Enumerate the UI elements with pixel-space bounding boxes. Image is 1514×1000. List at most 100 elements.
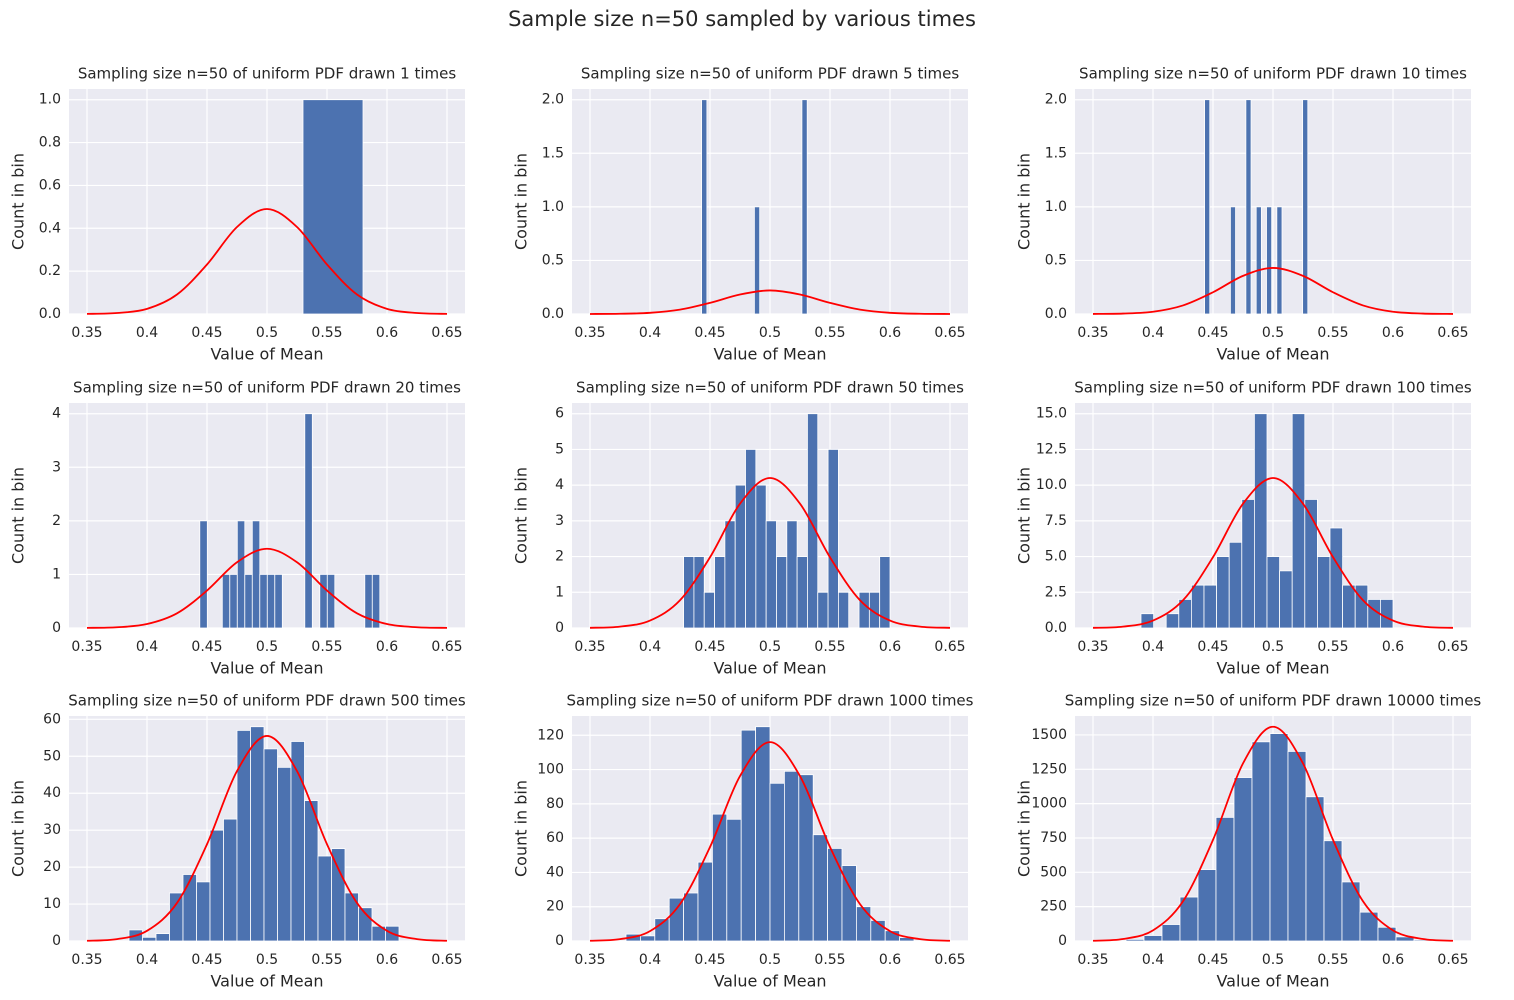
x-tick-label: 0.5	[256, 639, 278, 655]
y-tick-label: 100	[537, 762, 564, 778]
histogram-bar	[277, 766, 292, 942]
y-tick-label: 0.5	[1045, 252, 1067, 268]
histogram-bar	[838, 591, 850, 629]
x-tick-label: 0.45	[191, 325, 222, 341]
x-tick-label: 0.35	[71, 952, 102, 968]
y-tick-label: 1.0	[1045, 199, 1067, 215]
x-tick-label: 0.5	[759, 325, 781, 341]
histogram-bar	[745, 449, 757, 629]
y-tick-label: 1000	[1031, 796, 1067, 812]
histogram-bar	[714, 556, 726, 629]
y-tick-label: 0.6	[39, 177, 61, 193]
subplot-title: Sampling size n=50 of uniform PDF drawn …	[68, 692, 466, 710]
histogram-bar	[1305, 796, 1325, 942]
subplot: 0.35 0.4 0.45 0.5 0.55 0.6 0.65 0.0 0.5 1.0 1.5 2.0…	[1015, 65, 1471, 364]
y-tick-label: 250	[1040, 899, 1067, 915]
x-tick-label: 0.6	[879, 639, 901, 655]
histogram-bar	[221, 574, 231, 629]
y-tick-label: 0.0	[39, 306, 61, 322]
subplot: 0.35 0.4 0.45 0.5 0.55 0.6 0.65 0.0 0.2 0.4 0.6 0.8…	[9, 65, 465, 364]
y-tick-label: 5	[555, 441, 564, 457]
subplot: 0.35 0.4 0.45 0.5 0.55 0.6 0.65 0.0 2.5 5.0 7.5 10.…	[1015, 379, 1472, 678]
y-axis-label: Count in bin	[9, 153, 28, 250]
normal-curve	[1092, 267, 1454, 315]
subplot-title: Sampling size n=50 of uniform PDF drawn …	[576, 379, 964, 397]
normal-curve	[1092, 477, 1454, 629]
subplot: 0.35 0.4 0.45 0.5 0.55 0.6 0.65 0 250 500 750 1000 1…	[1015, 692, 1482, 991]
histogram-bar	[196, 881, 211, 942]
subplot: 0.35 0.4 0.45 0.5 0.55 0.6 0.65 0 10 20 30 40 50 60 Sa…	[9, 692, 466, 991]
x-tick-label: 0.65	[431, 952, 462, 968]
histogram-bar	[1341, 881, 1361, 942]
histogram-bar	[769, 782, 785, 942]
x-tick-label: 0.35	[574, 639, 605, 655]
histogram-bar	[1191, 584, 1205, 629]
histogram-bar	[1287, 751, 1307, 942]
x-tick-label: 0.4	[136, 639, 158, 655]
x-tick-label: 0.6	[376, 325, 398, 341]
normal-curve	[86, 208, 448, 315]
figure-title: Sample size n=50 sampled by various time…	[508, 7, 976, 31]
y-tick-label: 0.0	[542, 306, 564, 322]
normal-curve	[86, 547, 448, 629]
histogram-bar	[1380, 599, 1394, 629]
y-tick-label: 0.2	[39, 263, 61, 279]
x-tick-label: 0.45	[694, 639, 725, 655]
histogram-bar	[1233, 777, 1253, 942]
histogram-bar	[326, 574, 336, 629]
histogram-bar	[169, 892, 184, 942]
histogram-bar	[683, 892, 699, 942]
x-tick-label: 0.5	[1262, 639, 1284, 655]
x-tick-label: 0.35	[1077, 952, 1108, 968]
x-tick-label: 0.55	[1317, 325, 1348, 341]
x-tick-label: 0.35	[71, 639, 102, 655]
histogram-bar	[724, 520, 736, 629]
histogram-bar	[812, 834, 829, 942]
subplot-title: Sampling size n=50 of uniform PDF drawn …	[567, 692, 974, 710]
y-tick-label: 2	[555, 549, 564, 565]
histogram-bar	[142, 936, 157, 942]
x-tick-label: 0.6	[376, 952, 398, 968]
y-tick-label: 2.0	[542, 92, 564, 108]
x-tick-label: 0.65	[431, 325, 462, 341]
x-tick-label: 0.5	[256, 325, 278, 341]
y-tick-label: 0.0	[1045, 620, 1067, 636]
histogram-bar	[317, 855, 332, 942]
subplot-title: Sampling size n=50 of uniform PDF drawn …	[1074, 379, 1472, 397]
histogram-bar	[765, 520, 777, 629]
x-tick-label: 0.4	[136, 325, 158, 341]
x-tick-label: 0.55	[311, 952, 342, 968]
histogram-bar	[726, 818, 742, 942]
x-tick-label: 0.5	[759, 639, 781, 655]
x-tick-label: 0.65	[431, 639, 462, 655]
x-axis-label: Value of Mean	[1216, 345, 1329, 364]
x-tick-label: 0.65	[934, 639, 965, 655]
x-tick-label: 0.55	[814, 952, 845, 968]
x-tick-label: 0.6	[1382, 952, 1404, 968]
histogram-bar	[1143, 935, 1163, 942]
histogram-bar	[858, 591, 870, 629]
x-axis-label: Value of Mean	[210, 972, 323, 991]
histogram-bar	[683, 556, 695, 629]
x-axis-label: Value of Mean	[1216, 659, 1329, 678]
histogram-bar	[1266, 206, 1273, 315]
histogram-bar	[1228, 541, 1243, 629]
histogram-bar	[856, 906, 872, 942]
y-tick-label: 5.0	[1045, 549, 1067, 565]
histogram-bar	[1204, 99, 1211, 315]
histogram-bar	[331, 848, 346, 942]
histogram-bar	[1269, 733, 1289, 942]
histogram-bar	[302, 99, 364, 315]
histogram-bar	[236, 730, 251, 942]
histogram-bar	[1329, 527, 1343, 629]
y-tick-label: 7.5	[1045, 513, 1067, 529]
y-tick-label: 60	[546, 830, 564, 846]
y-tick-label: 0	[1058, 933, 1067, 949]
histogram-bar	[1266, 556, 1280, 629]
histogram-bar	[817, 591, 829, 629]
subplot: 0.35 0.4 0.45 0.5 0.55 0.6 0.65 0 20 40 60 80 100 120…	[512, 692, 974, 991]
y-tick-label: 120	[537, 727, 564, 743]
y-tick-label: 4	[52, 406, 61, 422]
